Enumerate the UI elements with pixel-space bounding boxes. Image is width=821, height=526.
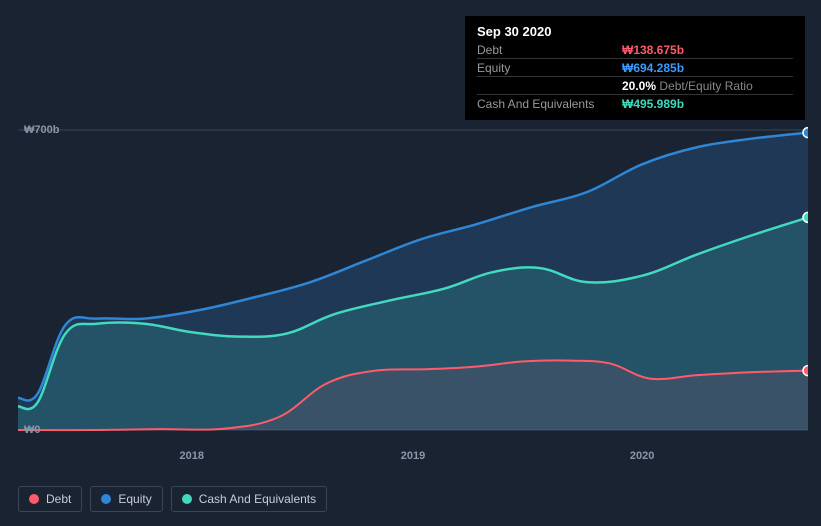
chart-tooltip: Sep 30 2020 Debt ₩138.675b Equity ₩694.2…	[465, 16, 805, 120]
legend-label: Cash And Equivalents	[199, 492, 316, 506]
end-marker-equity	[803, 128, 808, 138]
tooltip-ratio-blank	[477, 77, 622, 95]
tooltip-table: Debt ₩138.675b Equity ₩694.285b 20.0% De…	[477, 41, 793, 112]
tooltip-ratio-cell: 20.0% Debt/Equity Ratio	[622, 77, 793, 95]
tooltip-cash-label: Cash And Equivalents	[477, 95, 622, 113]
chart-legend: Debt Equity Cash And Equivalents	[18, 486, 327, 512]
tooltip-debt-label: Debt	[477, 41, 622, 59]
tooltip-ratio-value: 20.0%	[622, 79, 656, 93]
legend-item-equity[interactable]: Equity	[90, 486, 162, 512]
y-axis-tick: ₩700b	[24, 124, 59, 136]
tooltip-ratio-label: Debt/Equity Ratio	[659, 79, 752, 93]
tooltip-debt-value: ₩138.675b	[622, 41, 793, 59]
legend-swatch-cash	[182, 494, 192, 504]
tooltip-cash-value: ₩495.989b	[622, 95, 793, 113]
tooltip-date: Sep 30 2020	[477, 24, 793, 39]
x-axis-tick: 2019	[401, 450, 425, 462]
tooltip-equity-label: Equity	[477, 59, 622, 77]
area-chart[interactable]	[18, 120, 808, 440]
legend-item-debt[interactable]: Debt	[18, 486, 82, 512]
tooltip-equity-value: ₩694.285b	[622, 59, 793, 77]
legend-label: Debt	[46, 492, 71, 506]
legend-swatch-debt	[29, 494, 39, 504]
y-axis-tick: ₩0	[24, 424, 41, 436]
x-axis-tick: 2018	[180, 450, 204, 462]
end-marker-cash	[803, 212, 808, 222]
legend-swatch-equity	[101, 494, 111, 504]
legend-item-cash[interactable]: Cash And Equivalents	[171, 486, 327, 512]
chart-container: ₩0₩700b201820192020	[18, 120, 808, 440]
legend-label: Equity	[118, 492, 151, 506]
end-marker-debt	[803, 366, 808, 376]
x-axis-tick: 2020	[630, 450, 654, 462]
